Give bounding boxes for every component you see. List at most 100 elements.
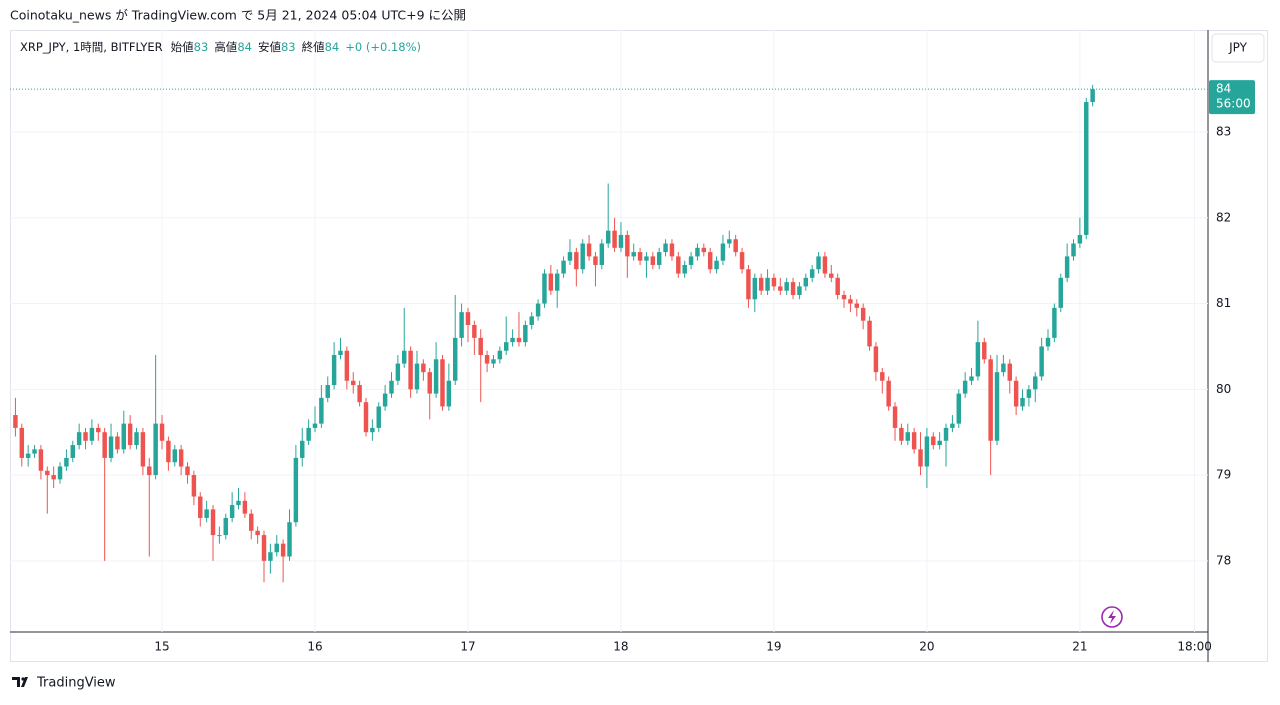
grid	[10, 30, 1208, 632]
candle-body	[848, 299, 853, 304]
currency-button[interactable]	[1211, 33, 1265, 63]
candle-body	[860, 307, 866, 321]
candle-body	[351, 380, 356, 386]
candle-body	[236, 500, 241, 506]
x-tick-label: 18	[613, 640, 628, 654]
candle-body	[752, 277, 758, 300]
candle-body	[682, 264, 687, 274]
footer-logo-text: TradingView	[36, 676, 116, 691]
candle-body	[1045, 337, 1051, 347]
y-tick-label: 80	[1216, 382, 1231, 396]
candle-body	[89, 427, 95, 441]
candle-body	[319, 397, 324, 424]
candle-body	[924, 436, 930, 467]
x-tick-label: 20	[919, 640, 934, 654]
candle-body	[306, 427, 311, 441]
ohlc-label: 始値	[171, 40, 194, 54]
ohlc-value: 84	[237, 40, 252, 54]
candle-body	[414, 363, 420, 390]
x-tick-label: 17	[460, 640, 475, 654]
candles	[13, 84, 1095, 583]
candle-body	[38, 449, 44, 471]
candle-body	[669, 243, 675, 257]
candle-body	[140, 432, 146, 467]
candle-body	[778, 286, 783, 291]
candle-body	[567, 252, 573, 261]
currency-label[interactable]: JPY	[1228, 41, 1248, 55]
candle-body	[1026, 389, 1032, 398]
candle-body	[484, 355, 490, 364]
y-tick-label: 81	[1216, 296, 1231, 310]
candle-body	[274, 543, 279, 553]
candle-body	[427, 372, 432, 394]
candle-body	[1084, 102, 1089, 235]
candle-body	[287, 522, 292, 557]
candle-body	[586, 243, 592, 257]
candle-body	[325, 385, 330, 398]
candle-body	[191, 475, 197, 497]
candle-body	[121, 423, 127, 450]
candle-body	[574, 252, 579, 270]
candle-body	[899, 427, 904, 441]
footer-logo	[12, 677, 28, 687]
candle-body	[561, 260, 566, 274]
candle-body	[363, 402, 369, 433]
candle-body	[478, 337, 483, 356]
candle-body	[280, 543, 286, 557]
candle-body	[472, 324, 477, 338]
candle-body	[593, 256, 598, 265]
candle-body	[829, 273, 834, 278]
candle-body	[510, 337, 515, 343]
candle-body	[676, 256, 681, 274]
candle-body	[854, 303, 860, 308]
candle-body	[153, 423, 158, 476]
candle-body	[255, 530, 260, 536]
candle-body	[631, 252, 636, 257]
candle-body	[503, 342, 509, 351]
candle-body	[1013, 380, 1019, 407]
candle-body	[803, 277, 809, 287]
candle-body	[147, 466, 152, 476]
candle-body	[975, 342, 981, 377]
candle-body	[765, 277, 770, 291]
candle-body	[937, 440, 942, 446]
candle-body	[293, 457, 299, 523]
page-header: Coinotaku_news が TradingView.com で 5月 21…	[10, 8, 466, 23]
candle-body	[625, 234, 630, 257]
candle-body	[880, 372, 885, 381]
candle-body	[599, 243, 605, 265]
candle-body	[1090, 89, 1095, 103]
candle-body	[554, 273, 560, 291]
candle-body	[1001, 363, 1006, 373]
x-tick-label: 21	[1072, 640, 1087, 654]
candle-body	[663, 243, 668, 253]
candle-body	[497, 350, 503, 360]
candle-body	[535, 303, 541, 317]
candle-body	[886, 380, 891, 407]
candle-body	[809, 269, 815, 278]
candle-body	[268, 552, 273, 561]
candle-body	[76, 432, 82, 446]
candle-body	[491, 359, 496, 364]
candle-body	[644, 256, 649, 261]
candle-body	[529, 316, 534, 325]
candle-body	[178, 449, 184, 467]
candle-body	[19, 427, 25, 458]
price-tag-countdown: 56:00	[1216, 97, 1251, 111]
x-tick-label: 16	[307, 640, 322, 654]
candle-body	[217, 535, 222, 537]
candle-body	[695, 247, 700, 257]
candle-body	[873, 346, 879, 373]
candle-body	[542, 273, 547, 304]
candle-body	[727, 239, 732, 244]
candle-body	[357, 385, 362, 403]
y-tick-label: 79	[1216, 468, 1231, 482]
candle-body	[835, 277, 840, 295]
candle-body	[746, 269, 751, 300]
candle-body	[408, 350, 413, 390]
candle-body	[580, 243, 585, 270]
candle-body	[25, 453, 31, 458]
candle-body	[905, 432, 911, 441]
